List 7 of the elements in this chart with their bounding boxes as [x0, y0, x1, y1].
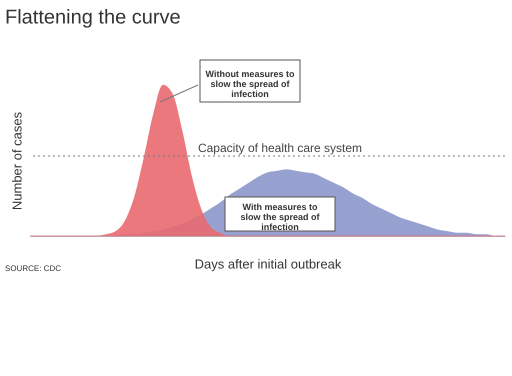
y-axis-title: Number of cases	[10, 111, 24, 210]
annotation: Without measures to slow the spread of infection	[206, 69, 295, 99]
chart-title: Flattening the curve	[5, 6, 181, 28]
ref-line-label: Capacity of health care system	[198, 140, 362, 155]
source-note: SOURCE: CDC	[5, 264, 62, 273]
annotation: With measures to slow the spread of infection	[240, 202, 321, 232]
x-axis-title: Days after initial outbreak	[194, 256, 342, 272]
